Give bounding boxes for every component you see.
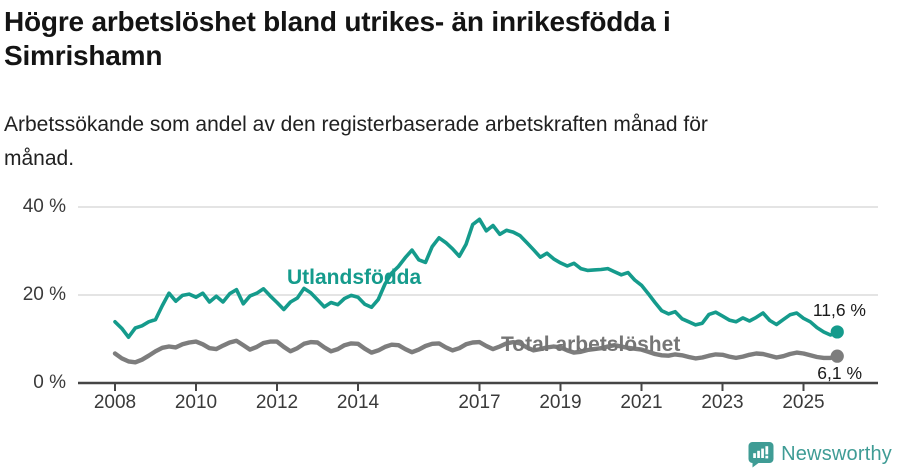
page-title-line-2: Simrishamn [4,40,163,71]
end-value-label-total: 6,1 % [817,363,862,383]
x-axis-tick-label: 2023 [701,392,744,413]
y-axis-tick-label: 40 % [22,196,66,217]
chart-subtitle: Arbetssökande som andel av den registerb… [4,108,834,176]
page-title-line-1: Högre arbetslöshet bland utrikes- än inr… [4,6,671,37]
y-axis-tick-label: 0 % [33,372,66,393]
x-axis-tick-label: 2010 [174,392,218,413]
chart-subtitle-line-1: Arbetssökande som andel av den registerb… [4,113,708,136]
x-axis [78,381,878,391]
x-axis-tick-label: 2008 [93,392,137,413]
x-axis-tick-label: 2012 [255,392,299,413]
end-dot-utlandsfodda [830,325,844,339]
x-axis-tick-label: 2019 [539,392,582,413]
chart-subtitle-line-2: månad. [4,147,75,170]
newsworthy-brand-text: Newsworthy [781,443,892,465]
newsworthy-logo-icon [748,441,774,468]
line-total-arbetsloshet [112,338,840,365]
line-utlandsfodda [113,217,840,340]
series-label-total-arbetsloshet: Total arbetslöshet [501,333,681,356]
end-dot-total-arbetsloshet [830,349,844,363]
series-label-utlandsfodda: Utlandsfödda [287,266,422,289]
x-axis-tick-label: 2025 [782,392,825,413]
gridlines [78,206,878,296]
x-axis-tick-label: 2017 [458,392,501,413]
newsworthy-brand: Newsworthy [748,441,892,468]
x-axis-tick-label: 2021 [620,392,663,413]
y-axis-tick-label: 20 % [22,284,66,305]
page-title: Högre arbetslöshet bland utrikes- än inr… [4,5,804,73]
x-axis-tick-label: 2014 [336,392,380,413]
end-value-label-utlandsfodda: 11,6 % [812,300,866,320]
data-series-lines [112,217,844,365]
